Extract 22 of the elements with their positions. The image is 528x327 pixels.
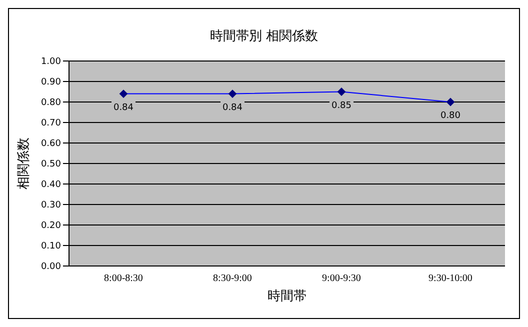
y-tick-label: 0.80 [40, 98, 62, 108]
y-tick-label: 0.90 [40, 78, 62, 88]
data-label: 0.84 [113, 102, 134, 113]
x-tick-label: 8:00-8:30 [104, 273, 143, 284]
chart-title: 時間帯別 相関係数 [208, 28, 320, 45]
y-tick-label: 0.00 [40, 262, 62, 272]
y-tick-label: 0.40 [40, 180, 62, 190]
x-axis-title: 時間帯 [268, 289, 306, 304]
data-label: 0.85 [331, 100, 352, 111]
y-tick-label: 0.60 [40, 139, 62, 150]
x-tick-label: 8:30-9:00 [213, 273, 252, 284]
y-tick-label: 0.20 [40, 221, 62, 232]
data-label: 0.80 [440, 111, 461, 121]
y-tick-label: 1.00 [40, 57, 62, 68]
y-tick-label: 0.50 [40, 160, 62, 170]
x-tick-label: 9:00-9:30 [322, 273, 361, 284]
data-label: 0.84 [222, 102, 243, 113]
y-tick-label: 0.30 [40, 200, 62, 211]
y-axis-title: 相関係数 [16, 138, 32, 190]
y-tick-label: 0.10 [40, 242, 62, 252]
y-tick-label: 0.70 [40, 118, 62, 129]
x-tick-label: 9:30-10:00 [428, 273, 472, 284]
